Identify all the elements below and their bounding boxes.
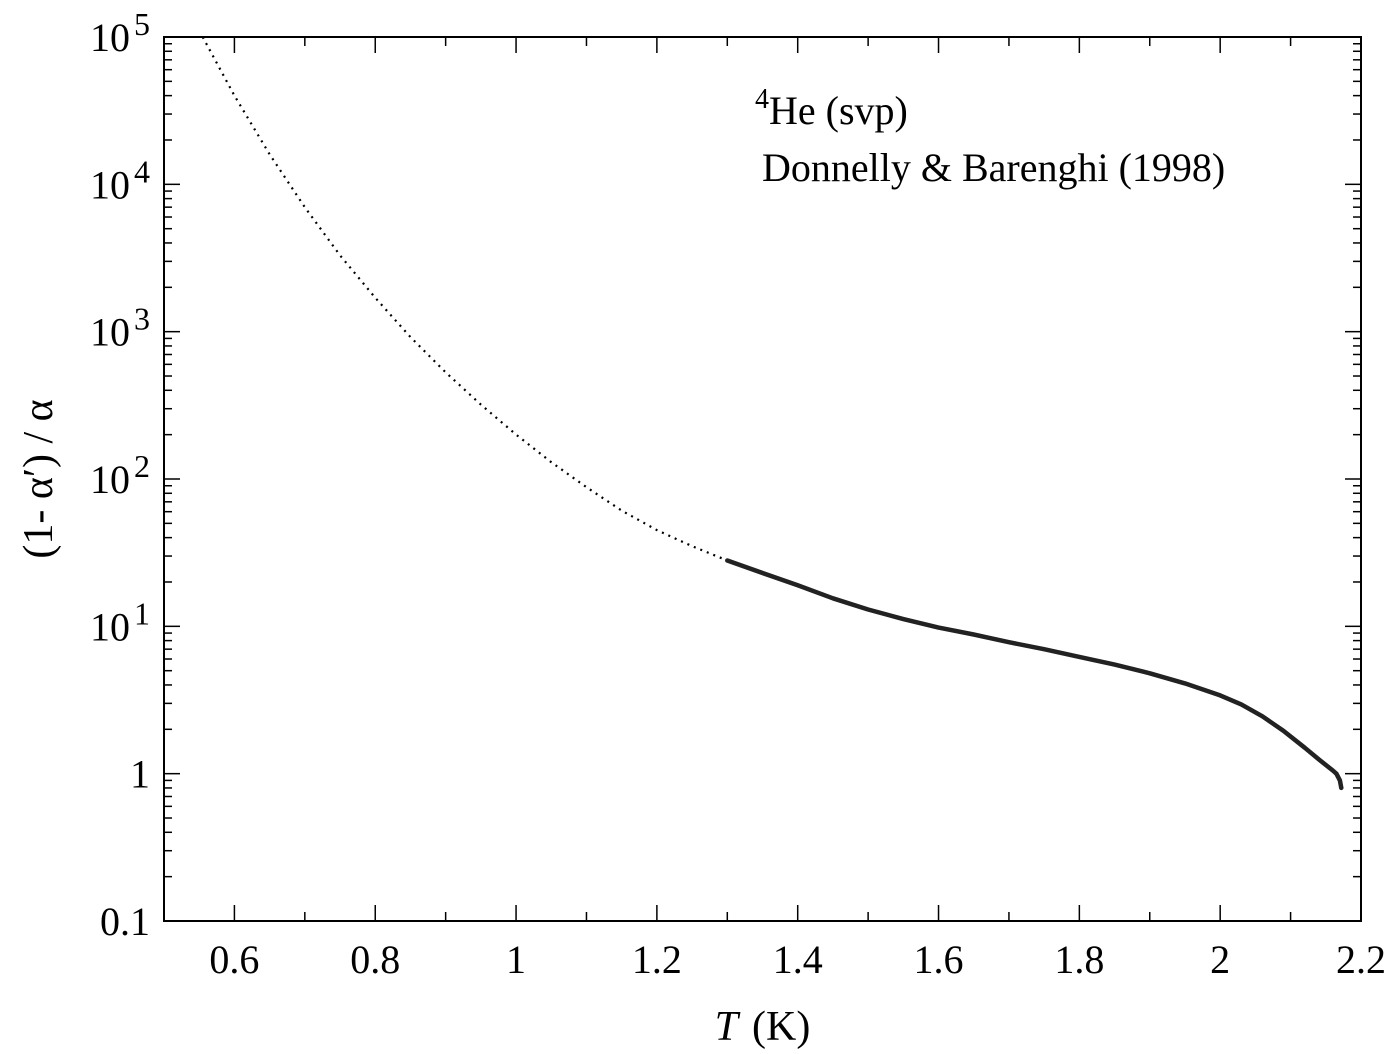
annotation-isotope-text: He (svp)	[769, 88, 908, 133]
series-layer	[201, 36, 1344, 791]
x-tick-label: 1.4	[773, 937, 823, 982]
x-axis-title-unit: (K)	[752, 1004, 810, 1050]
x-tick-label: 2	[1210, 937, 1230, 982]
annotation-isotope: 4He (svp)	[755, 84, 908, 133]
annotation-reference: Donnelly & Barenghi (1998)	[762, 145, 1225, 190]
y-axis-title: (1- α′) / α	[16, 399, 62, 558]
y-tick-label: 1	[130, 752, 150, 797]
x-tick-label: 2.2	[1336, 937, 1386, 982]
x-axis-title: T (K)	[715, 1004, 811, 1050]
x-tick-label: 1.2	[632, 937, 682, 982]
x-tick-labels: 0.6 0.8 1 1.2 1.4 1.6 1.8 2 2.2	[209, 937, 1386, 982]
y-tick-label: 10 1	[90, 595, 150, 649]
x-tick-label: 0.8	[350, 937, 400, 982]
series-line-solid	[725, 558, 1344, 791]
y-tick-label: 10 3	[90, 301, 150, 355]
annotation-isotope-superscript: 4	[755, 84, 769, 115]
x-tick-label: 0.6	[209, 937, 259, 982]
y-tick-label: 10 5	[90, 6, 150, 60]
x-tick-label: 1.8	[1054, 937, 1104, 982]
x-axis-title-variable: T	[715, 1004, 741, 1050]
plot-frame	[163, 36, 1362, 922]
series-line-dotted	[201, 36, 728, 562]
x-tick-label: 1	[506, 937, 526, 982]
y-tick-label: 10 2	[90, 448, 150, 502]
x-tick-label: 1.6	[914, 937, 964, 982]
y-tick-label: 0.1	[100, 899, 150, 944]
y-tick-label: 10 4	[90, 153, 150, 207]
